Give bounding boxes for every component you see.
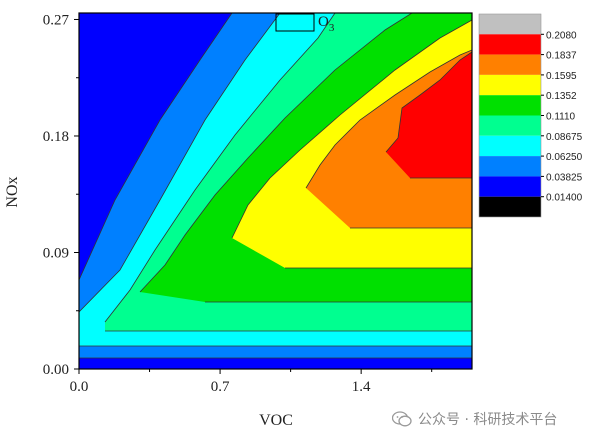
legend-label: 0.2080 <box>546 30 577 41</box>
legend-swatch <box>479 135 541 157</box>
y-axis-title: NOx <box>4 176 21 207</box>
x-tick-label: 1.4 <box>352 379 371 395</box>
wechat-icon <box>391 411 412 427</box>
contour-plot-area <box>79 13 472 369</box>
legend: 0.2080 0.1837 0.1595 0.1352 0.1110 0.08675 0.0… <box>478 13 583 218</box>
contour-band-8 <box>386 52 472 178</box>
legend-label: 0.1352 <box>546 91 577 102</box>
legend-swatch <box>479 176 541 197</box>
legend-swatch <box>479 196 541 217</box>
annotation-box <box>275 13 315 32</box>
legend-swatch <box>479 34 541 55</box>
legend-swatch <box>479 156 541 177</box>
legend-swatch <box>479 115 541 136</box>
y-tick-label: 0.27 <box>43 12 70 28</box>
x-axis-title: VOC <box>259 412 293 429</box>
y-tick-label: 0.09 <box>43 245 69 261</box>
x-tick-label: 0.0 <box>70 379 89 395</box>
y-tick-label: 0.00 <box>43 362 69 378</box>
legend-swatch <box>479 95 541 116</box>
y-tick-label: 0.18 <box>43 129 69 145</box>
legend-label: 0.1110 <box>546 112 576 123</box>
legend-label: 0.1837 <box>546 51 577 62</box>
plot-frame <box>78 12 473 370</box>
x-tick-label: 0.7 <box>211 379 230 395</box>
legend-swatch <box>479 54 541 75</box>
legend-label: 0.06250 <box>546 152 583 163</box>
watermark-text: 公众号 · 科研技术平台 <box>418 412 558 428</box>
y-axis: 0.00 0.09 0.18 0.27 <box>43 12 79 378</box>
legend-label: 0.1595 <box>546 71 577 82</box>
legend-label: 0.01400 <box>546 193 583 204</box>
legend-label: 0.03825 <box>546 172 583 183</box>
x-axis: 0.0 0.7 1.4 <box>70 369 433 395</box>
legend-swatch <box>479 74 541 96</box>
watermark: 公众号 · 科研技术平台 <box>391 409 558 429</box>
legend-swatch <box>479 14 541 35</box>
annotation-label: O3 <box>318 14 335 34</box>
legend-label: 0.08675 <box>546 132 583 143</box>
